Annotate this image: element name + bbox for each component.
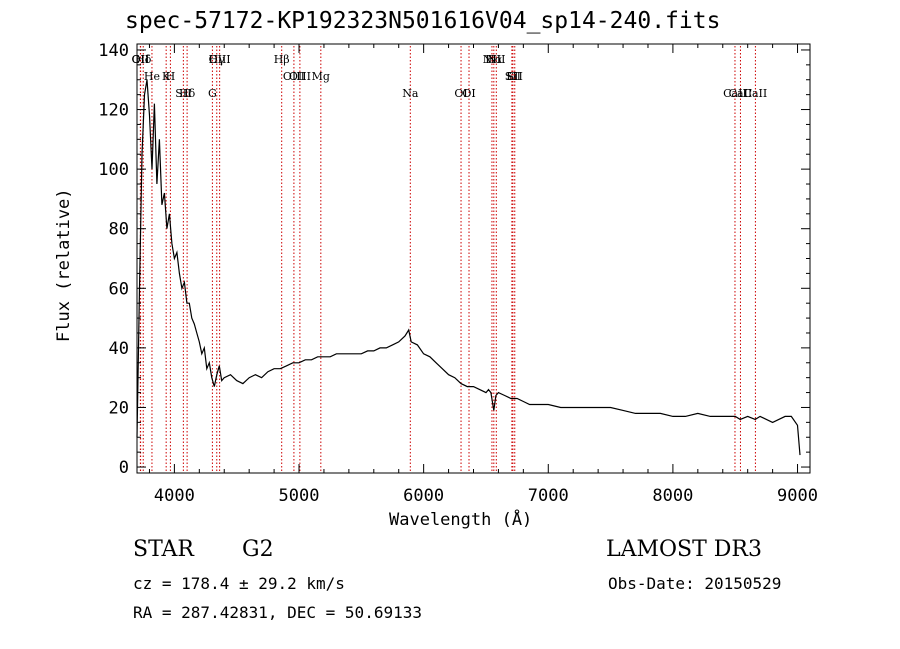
y-tick-label: 140 [98,41,129,61]
survey-name: LAMOST DR3 [606,537,762,562]
marker-label: CaII [723,87,747,100]
marker-label: K [162,70,171,83]
marker-label: Mg [312,70,330,83]
marker-label: NII [483,53,501,66]
marker-label: NII [487,53,505,66]
marker-label: CaII [744,87,768,100]
x-tick-label: 8000 [652,486,693,506]
marker-label: SII [505,70,521,83]
marker-label: CaII [729,87,753,100]
x-tick-label: 7000 [528,486,569,506]
object-class: STAR [133,537,194,562]
spectrum-line [136,79,801,456]
marker-label: OI [462,87,475,100]
y-tick-label: 40 [109,339,129,359]
object-subclass: G2 [242,537,274,562]
y-tick-label: 20 [109,398,129,418]
x-tick-label: 4000 [154,486,195,506]
marker-label: OII [132,53,150,66]
y-tick-label: 100 [98,160,129,180]
coordinates: RA = 287.42831, DEC = 50.69133 [133,603,422,622]
marker-label: OI [454,87,467,100]
plot-frame [136,43,811,474]
marker-label: OII [132,53,150,66]
marker-label: G [208,87,217,100]
y-axis-label: Flux (relative) [54,188,74,342]
marker-label: SII [507,70,523,83]
marker-label: Hδ [135,53,152,66]
marker-label: H [166,70,176,83]
x-axis-label: Wavelength (Å) [389,510,533,530]
marker-label: Na [402,87,419,100]
y-tick-label: 80 [109,220,129,240]
marker-label: SII [175,87,191,100]
chart-title: spec-57172-KP192323N501616V04_sp14-240.f… [125,8,721,34]
marker-label: Hα [485,53,503,66]
redshift-velocity: cz = 178.4 ± 29.2 km/s [133,574,345,593]
x-tick-label: 6000 [403,486,444,506]
y-tick-label: 0 [119,458,129,478]
y-tick-label: 60 [109,279,129,299]
marker-label: Hβ [274,53,290,66]
marker-label: Li [506,70,517,83]
marker-label: OIII [209,53,231,66]
marker-label: Hγ [209,53,226,66]
x-tick-label: 9000 [777,486,818,506]
marker-label: Hδ [179,87,196,100]
marker-label: OIII [283,70,305,83]
y-tick-label: 120 [98,101,129,121]
marker-label: OIII [289,70,311,83]
observation-date: Obs-Date: 20150529 [608,574,782,593]
marker-label: He [144,70,160,83]
x-tick-label: 5000 [279,486,320,506]
